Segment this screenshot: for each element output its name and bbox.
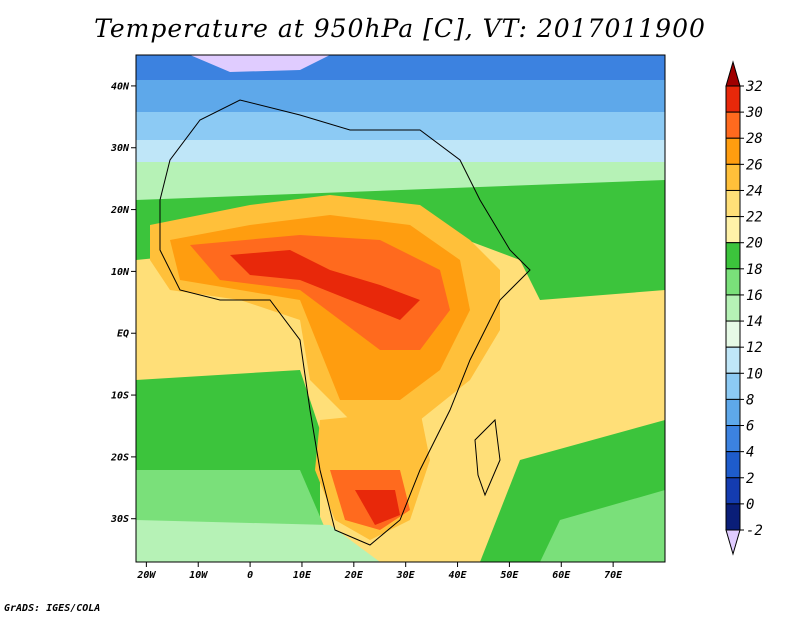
colorbar-label: 0 <box>746 497 754 513</box>
colorbar-swatch <box>725 216 741 244</box>
temperature-cold-patch <box>190 55 330 72</box>
map-frame <box>135 54 666 563</box>
colorbar-swatch <box>725 425 741 453</box>
latitude-axis: 40N 30N 20N 10N EQ 10S 20S 30S <box>110 81 136 525</box>
lon-tick-label: 10W <box>189 570 208 581</box>
lat-tick-label: 30S <box>110 514 129 525</box>
colorbar-label: 30 <box>745 105 763 121</box>
lat-tick-label: 20N <box>110 205 130 216</box>
lon-tick-label: 60E <box>552 570 571 581</box>
temperature-south-atlantic-cold <box>136 520 380 562</box>
colorbar-label: 28 <box>746 131 763 147</box>
colorbar-arrow-top <box>725 60 741 87</box>
temperature-field <box>136 55 665 562</box>
colorbar-label: 12 <box>746 340 763 356</box>
colorbar-swatch <box>725 294 741 322</box>
colorbar-label: 4 <box>746 445 754 461</box>
temperature-hottest-africa <box>230 250 420 320</box>
colorbar-swatch <box>725 163 741 191</box>
lon-tick-label: 20E <box>344 570 364 581</box>
colorbar-swatch <box>725 137 741 165</box>
madagascar-outline <box>474 418 501 497</box>
colorbar-label: 22 <box>746 210 763 226</box>
lon-tick-label: 50E <box>500 570 519 581</box>
colorbar-swatch <box>725 268 741 296</box>
colorbar-swatch <box>725 451 741 479</box>
temperature-south-indian-cool <box>540 490 665 562</box>
colorbar-swatch <box>725 503 741 531</box>
colorbar-label: 2 <box>746 471 754 487</box>
lon-tick-label: 0 <box>247 570 253 581</box>
colorbar-label: 8 <box>746 392 754 408</box>
colorbar-label: -2 <box>746 523 763 539</box>
lat-tick-label: 10N <box>111 267 130 278</box>
longitude-axis: 20W 10W 0 10E 20E 30E 40E 50E 60E 70E <box>136 562 623 581</box>
colorbar-swatch <box>725 320 741 348</box>
africa-coastline <box>159 99 531 546</box>
colorbar-swatch <box>725 189 741 218</box>
colorbar-label: 20 <box>746 236 763 252</box>
colorbar-label: 26 <box>746 157 763 173</box>
colorbar-label: 6 <box>746 419 754 435</box>
colorbar-swatch <box>725 346 741 374</box>
lon-tick-label: 40E <box>449 570 468 581</box>
temperature-southern-africa-hottest <box>355 490 400 525</box>
lon-tick-label: 10E <box>293 570 312 581</box>
colorbar-arrow-bottom <box>725 529 741 556</box>
colorbar-swatch <box>725 85 741 113</box>
colorbar-swatch <box>725 111 741 139</box>
colorbar-label: 24 <box>746 183 763 199</box>
temperature-band-north-2 <box>136 112 665 142</box>
colorbar-label: 14 <box>746 314 763 330</box>
lat-tick-label: EQ <box>117 329 129 340</box>
lat-tick-label: 20S <box>110 452 129 463</box>
lat-tick-label: 30N <box>110 143 130 154</box>
colorbar-swatch <box>725 372 741 400</box>
colorbar-label: 32 <box>745 79 763 95</box>
colorbar-swatch <box>725 477 741 505</box>
colorbar-swatch <box>725 242 741 270</box>
lon-tick-label: 20W <box>136 570 156 581</box>
colorbar-swatch <box>725 398 741 427</box>
grads-credit: GrADS: IGES/COLA <box>4 603 101 614</box>
lat-tick-label: 10S <box>111 391 129 402</box>
colorbar-label: 16 <box>746 288 763 304</box>
lat-tick-label: 40N <box>111 81 130 92</box>
lon-tick-label: 70E <box>604 570 623 581</box>
map-title: Temperature at 950hPa [C], VT: 201701190… <box>94 14 706 43</box>
colorbar-label: 10 <box>746 366 763 382</box>
colorbar-label: 18 <box>746 262 763 278</box>
temperature-band-north-3 <box>136 140 665 165</box>
lon-tick-label: 30E <box>396 570 416 581</box>
